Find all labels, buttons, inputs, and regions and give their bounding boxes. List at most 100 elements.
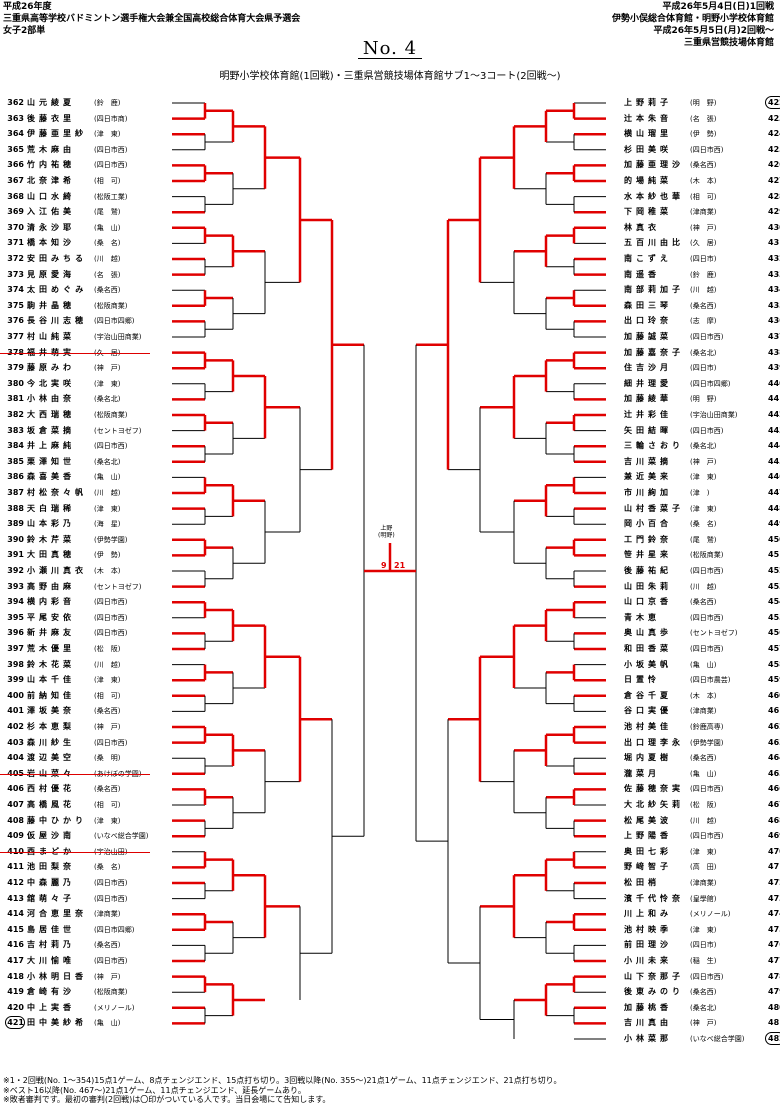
player-name: 南こずえ [624,254,672,263]
player-name: 青木恵 [624,612,660,622]
player-name: 笹井星来 [624,550,672,560]
player-name: 三輪さおり [624,441,684,451]
player-school: (四日市四郷) [94,925,135,934]
player-school: (四日市) [690,255,717,263]
player-school: (相 可) [94,177,121,185]
player-name: 天白瑞稀 [27,503,75,513]
player-number: 422 [768,98,780,107]
player-name: 細井理愛 [624,378,672,388]
header-division: 女子2部単 [3,26,46,36]
player-school: (明 野) [690,395,717,404]
player-number: 434 [768,285,780,295]
player-number: 469 [768,831,780,841]
player-school: (神 戸) [94,972,121,981]
player-name: 太田めぐみ [27,285,88,295]
player-name: 松尾美波 [624,815,672,825]
player-number: 462 [768,722,780,731]
player-number: 403 [7,737,24,747]
player-number: 448 [768,503,780,513]
player-number: 450 [768,534,780,544]
player-school: (四日市四郷) [94,317,135,326]
player-name: 日置怜 [624,675,660,685]
player-number: 414 [7,909,24,919]
player-school: (川 越) [690,582,717,591]
player-name: 上野陽香 [624,831,672,841]
player-name: 森川紗生 [27,737,75,747]
player-name: 安田みちる [27,254,87,263]
player-number: 373 [7,269,24,279]
header-venue2: 三重県営競技場体育館 [683,38,774,48]
player-school: (鈴鹿高専) [690,723,724,731]
player-number: 476 [768,940,780,950]
player-number: 478 [768,971,780,981]
player-school: (桑 明) [94,754,121,763]
player-number: 479 [768,987,780,997]
player-number: 379 [7,363,24,373]
player-school: (木 本) [94,567,121,575]
withdrawn-strike [0,851,150,853]
player-number: 384 [7,441,24,451]
player-name: 伊藤亜里紗 [27,129,87,139]
player-name: 池村映季 [624,924,672,934]
player-school: (四日市西) [690,333,724,341]
player-name: 奥山真歩 [624,628,672,638]
player-name: 藤原みわ [27,363,75,373]
player-school: (伊勢学園) [690,738,724,747]
player-number: 460 [768,690,780,700]
player-school: (桑名北) [94,395,121,404]
player-number: 419 [7,987,24,997]
final-score-left: 9 [381,561,387,570]
player-school: (海 星) [94,520,121,529]
player-name: 加藤桃香 [624,1002,672,1012]
player-school: (尾 鷲) [690,535,717,544]
player-number: 371 [7,238,24,248]
player-school: (明 野) [690,99,717,107]
player-name: 大北紗矢莉 [624,800,684,809]
player-name: 河合恵里奈 [27,909,87,919]
player-school: (桑名西) [690,598,717,607]
player-name: 横内彩音 [27,597,75,607]
player-name: 吉川真由 [624,1018,672,1028]
header-era: 平成26年度 [3,2,52,12]
player-name: 辻本朱音 [624,113,672,123]
player-number: 372 [7,254,24,263]
player-number: 393 [7,581,24,591]
player-school: (四日市西) [690,567,724,575]
player-name: 矢田結暉 [624,425,672,435]
player-number: 385 [7,456,24,466]
player-school: (桑名北) [690,442,717,451]
player-school: (四日市商) [94,114,128,123]
player-number: 465 [768,768,780,778]
header-date1: 平成26年5月4日(日)1回戦 [662,2,774,12]
player-name: 野﨑智子 [624,862,672,872]
player-school: (津商業) [690,707,717,716]
player-name: 池田梨奈 [27,862,75,872]
player-name: 小林明日香 [27,971,87,981]
player-name: 大西瑞穂 [27,410,75,419]
player-number: 391 [7,550,24,560]
player-number: 453 [768,581,780,591]
player-number: 417 [7,956,24,965]
player-name: 田中美紗希 [27,1018,87,1028]
player-name: 小瀬川真衣 [27,566,87,575]
player-number: 440 [768,378,780,388]
page-title: No. 4 [362,38,418,59]
player-school: (津商業) [690,208,717,217]
player-number: 406 [7,784,24,794]
player-school: (川 越) [690,286,717,295]
player-number: 454 [768,597,780,607]
player-school: (四日市西) [94,738,128,747]
player-name: 清永沙耶 [27,222,75,232]
player-school: (四日市西) [690,645,724,653]
withdrawn-strike [0,352,150,354]
player-school: (亀 山) [690,660,717,669]
player-name: 藤中ひかり [27,815,87,825]
player-number: 377 [7,332,24,341]
player-school: (神 戸) [690,223,717,232]
player-number: 463 [768,737,780,747]
player-school: (桑 名) [94,239,121,248]
player-number: 411 [7,862,24,872]
player-name: 横山瑠里 [624,129,672,139]
player-school: (桑名西) [94,707,121,716]
player-name: 南遥香 [624,269,660,279]
